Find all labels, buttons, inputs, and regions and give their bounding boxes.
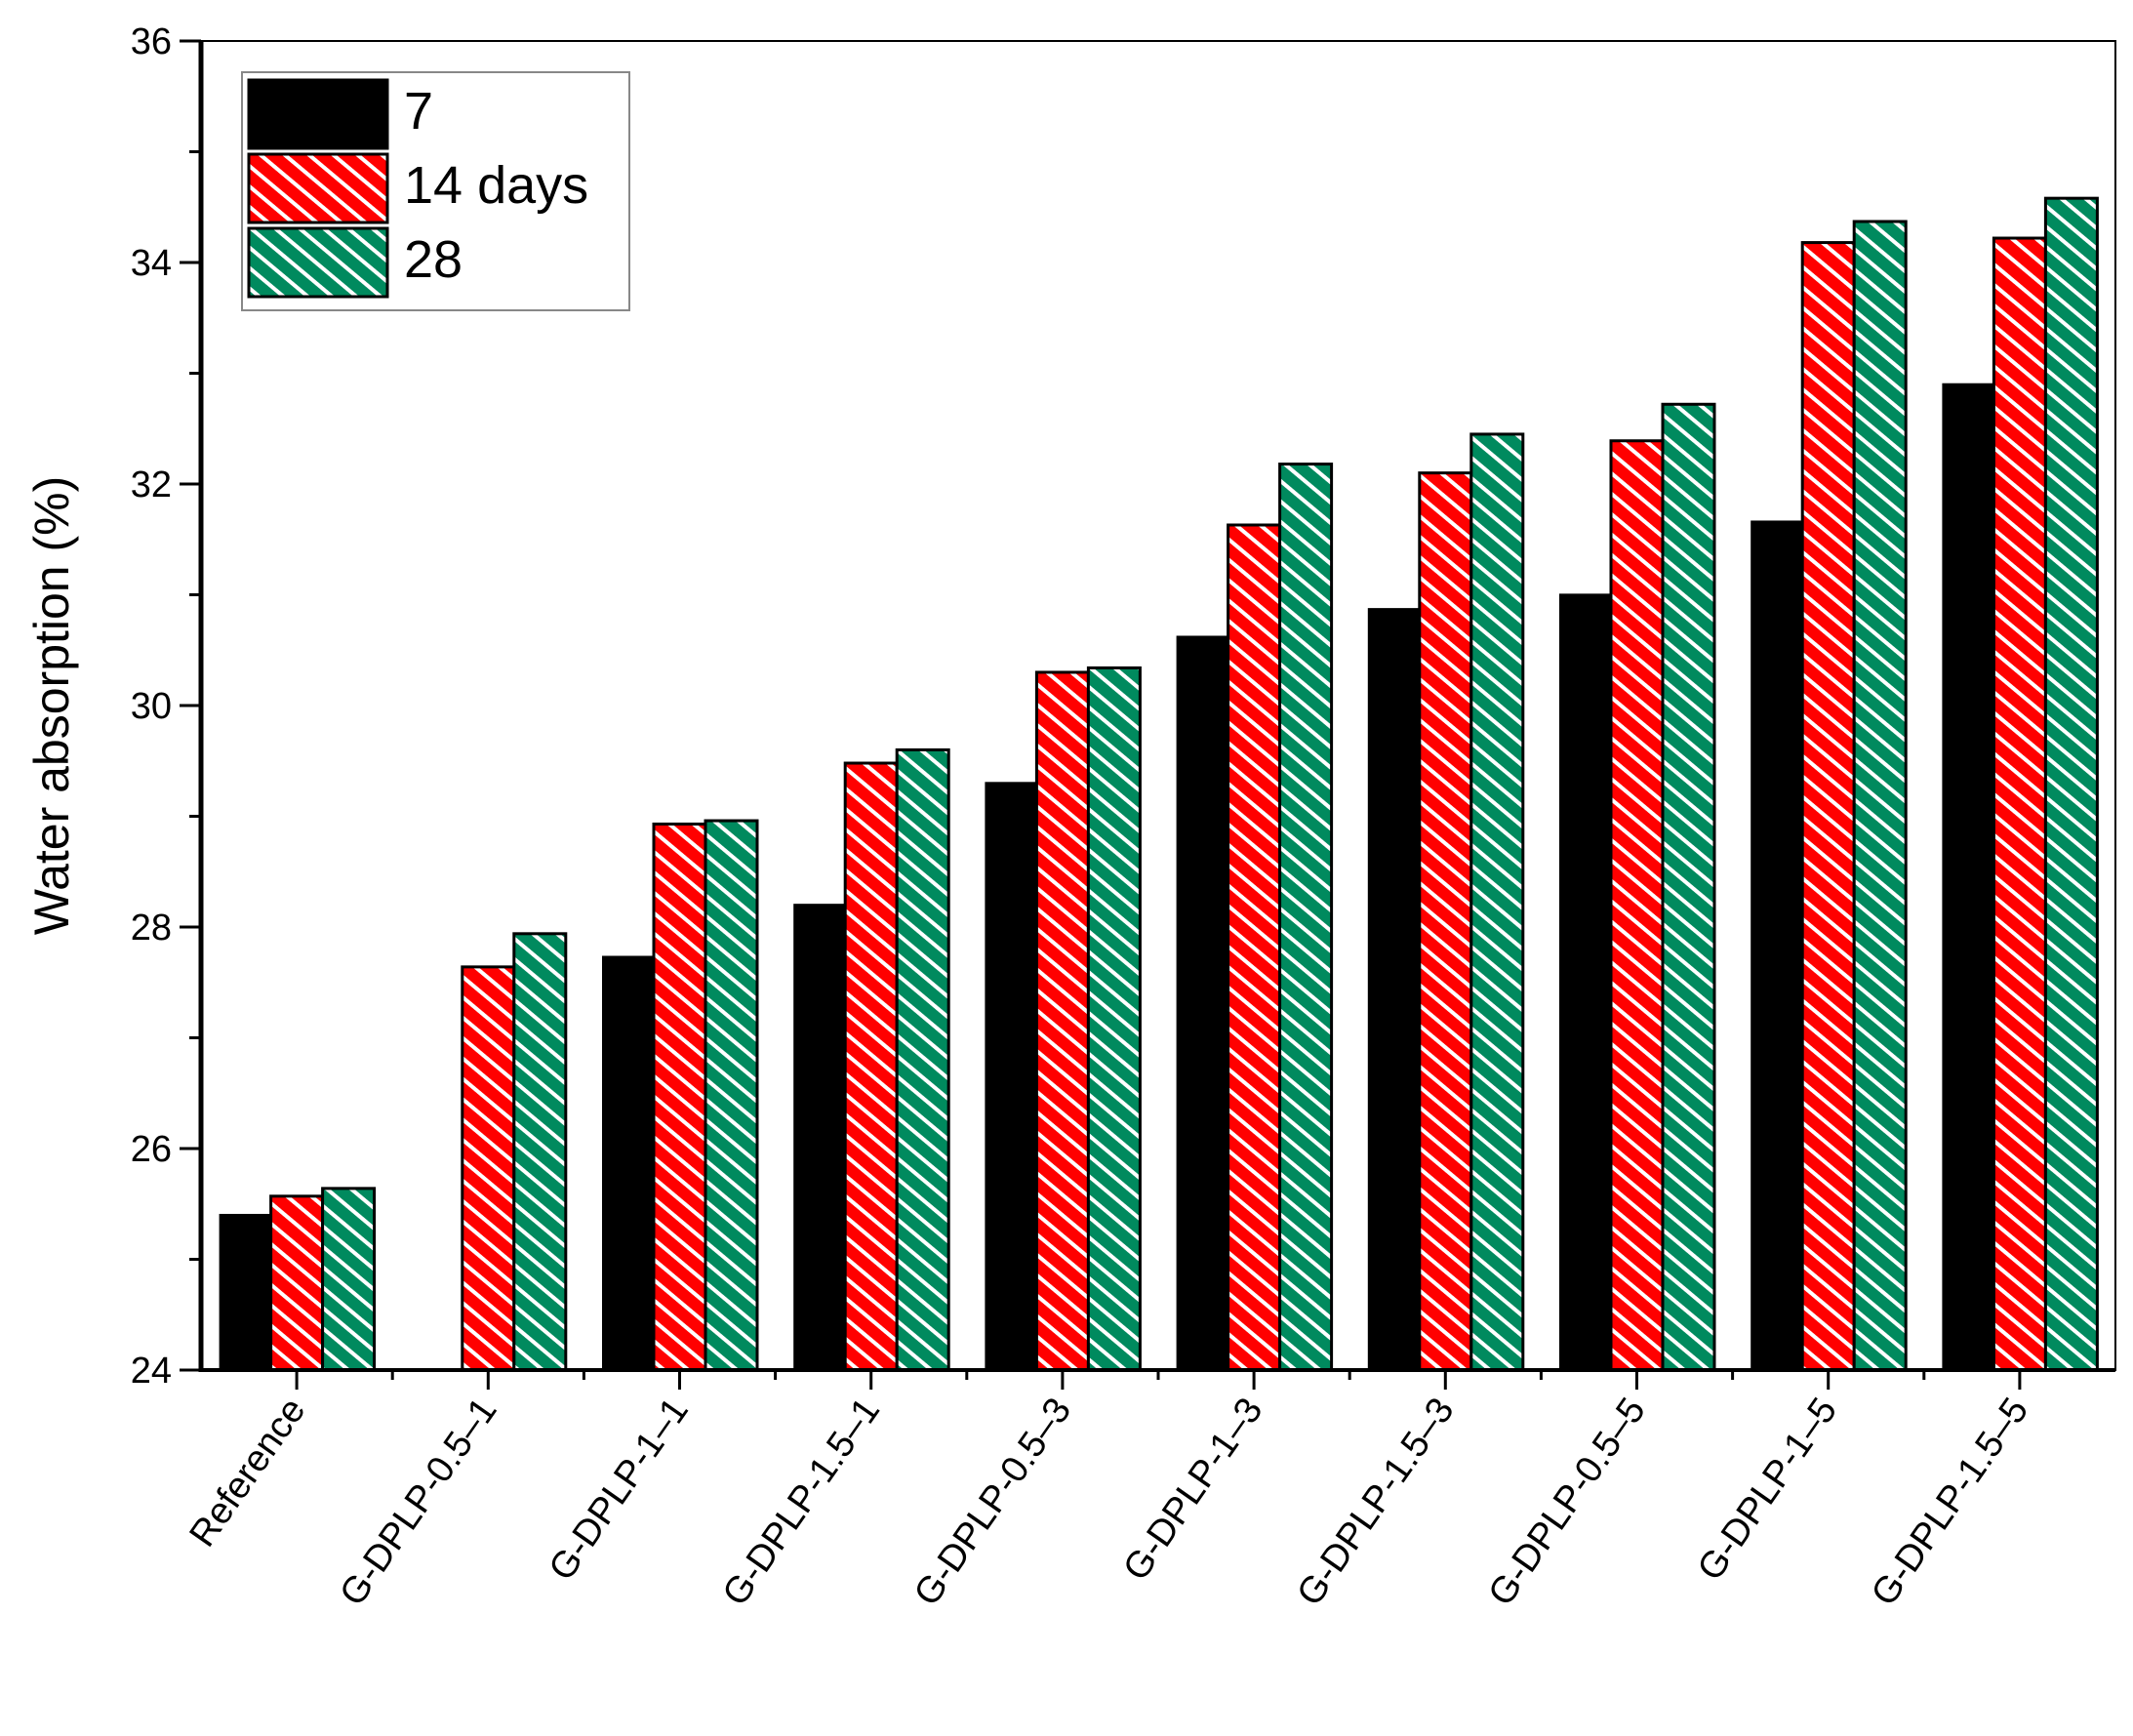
bar-7-6 [1367, 608, 1420, 1370]
x-tick-label: G-DPLP-0.5–3 [906, 1391, 1079, 1613]
bar-7-7 [1559, 593, 1611, 1370]
legend-label: 14 days [404, 156, 588, 215]
bar-14-days-5 [1227, 523, 1282, 1372]
y-axis-label: Water absorption (%) [24, 476, 79, 936]
bars-layer [219, 196, 2099, 1372]
x-tick-label: G-DPLP-0.5–1 [332, 1391, 504, 1613]
bar-14-days-7 [1609, 439, 1665, 1372]
bar-28-1 [512, 932, 568, 1372]
x-tick-label: G-DPLP-1–3 [1115, 1391, 1270, 1588]
bar-7-9 [1942, 383, 1994, 1371]
legend-label: 7 [404, 82, 433, 141]
bar-7-2 [602, 955, 654, 1370]
bar-14-days-6 [1418, 471, 1473, 1372]
y-tick-label: 26 [131, 1129, 172, 1170]
bar-28-2 [704, 819, 759, 1372]
bar-28-0 [321, 1187, 377, 1372]
x-tick-label: G-DPLP-1.5–1 [715, 1391, 888, 1613]
bar-28-4 [1086, 666, 1142, 1372]
bar-14-days-3 [843, 761, 899, 1372]
y-tick-label: 30 [131, 686, 172, 727]
legend-swatch [247, 152, 389, 224]
bar-28-5 [1278, 463, 1334, 1372]
y-tick-label: 32 [131, 464, 172, 505]
legend-swatch [247, 226, 389, 299]
bar-28-8 [1852, 220, 1908, 1372]
y-tick-label: 34 [131, 243, 172, 284]
bar-7-0 [219, 1213, 271, 1370]
x-tick-label: G-DPLP-1–5 [1690, 1391, 1845, 1588]
bar-14-days-1 [461, 965, 516, 1372]
x-tick-label: Reference [182, 1391, 314, 1554]
legend: 7 14 days 28 [241, 71, 630, 311]
bar-7-5 [1176, 635, 1228, 1370]
y-tick-label: 36 [131, 21, 172, 62]
x-tick-label: G-DPLP-1.5–5 [1864, 1391, 2036, 1613]
bar-28-3 [895, 747, 950, 1372]
bar-7-4 [985, 782, 1037, 1370]
legend-swatch [247, 78, 389, 150]
x-tick-label: G-DPLP-1.5–3 [1289, 1391, 1462, 1613]
bar-14-days-0 [269, 1194, 325, 1372]
bar-14-days-4 [1034, 670, 1090, 1372]
bar-7-8 [1751, 520, 1803, 1370]
bar-28-7 [1661, 402, 1716, 1372]
bar-7-3 [793, 904, 846, 1370]
legend-label: 28 [404, 230, 463, 289]
x-tick-label: G-DPLP-0.5–5 [1481, 1391, 1654, 1613]
y-tick-label: 24 [131, 1351, 172, 1392]
bar-14-days-2 [652, 822, 707, 1372]
x-tick-label: G-DPLP-1–1 [542, 1391, 697, 1588]
bar-14-days-8 [1800, 241, 1856, 1372]
y-tick-label: 28 [131, 908, 172, 949]
bar-28-6 [1469, 432, 1525, 1372]
bar-28-9 [2043, 196, 2099, 1372]
bar-14-days-9 [1992, 236, 2047, 1372]
